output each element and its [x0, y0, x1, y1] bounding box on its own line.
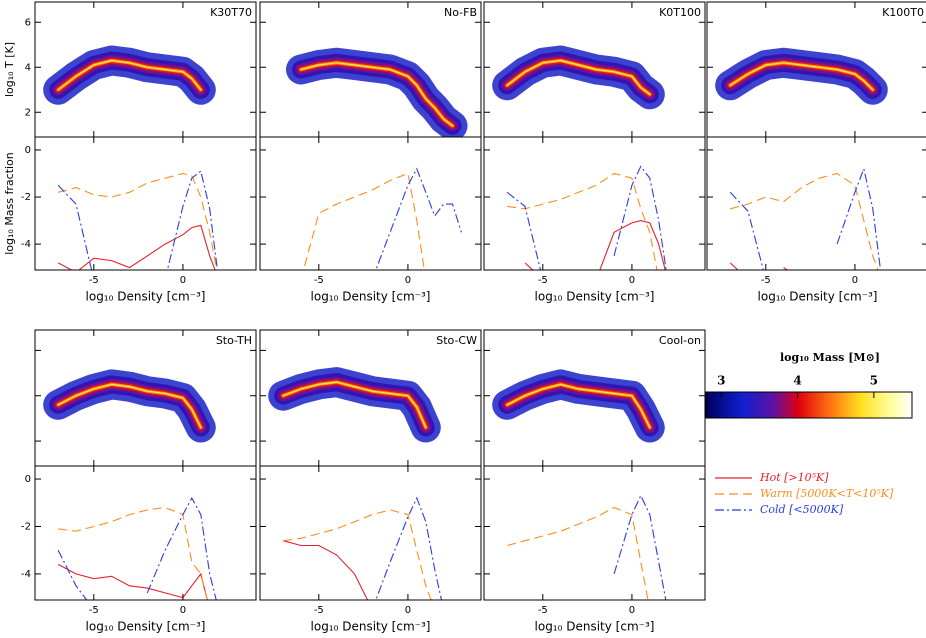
mass-fraction-line	[524, 220, 666, 270]
panel	[57, 170, 218, 270]
legend-label: Hot [>10⁵K]	[759, 471, 829, 484]
panel	[43, 369, 216, 443]
mass-fraction-line	[57, 563, 208, 600]
x-tick-label: -5	[538, 605, 548, 616]
panel	[715, 47, 888, 105]
panel	[268, 367, 441, 443]
phase-density	[57, 383, 202, 429]
x-axis-label: log₁₀ Density [cm⁻³]	[86, 620, 206, 634]
panel	[57, 496, 217, 600]
panel-label: K30T70	[210, 6, 252, 19]
y-tick-label: 6	[25, 17, 31, 28]
panel-label: Cool-on	[659, 334, 701, 347]
y-tick-label: -4	[21, 569, 31, 580]
x-tick-label: 0	[405, 275, 411, 286]
mass-fraction-line	[302, 172, 425, 270]
x-tick-label: -5	[314, 605, 324, 616]
panel-frame	[483, 465, 706, 601]
x-axis-label: log₁₀ Density [cm⁻³]	[758, 290, 878, 304]
mass-fraction-line	[283, 509, 432, 600]
panel	[507, 494, 667, 600]
y-tick-label: 2	[25, 107, 31, 118]
panel-frame	[259, 465, 482, 601]
x-tick-label: 0	[629, 605, 635, 616]
x-axis-label: log₁₀ Density [cm⁻³]	[86, 290, 206, 304]
panel	[302, 167, 462, 270]
phase-density	[300, 62, 454, 127]
x-axis-label: log₁₀ Density [cm⁻³]	[535, 290, 655, 304]
mass-fraction-line	[507, 506, 649, 600]
phase-density	[729, 62, 874, 91]
x-tick-label: 0	[405, 605, 411, 616]
panel-label: No-FB	[444, 6, 477, 19]
x-tick-label: 0	[180, 275, 186, 286]
mass-fraction-line	[283, 540, 369, 600]
panel-label: K0T100	[659, 6, 701, 19]
panel	[492, 369, 665, 443]
panel	[43, 45, 216, 105]
x-tick-label: -5	[314, 275, 324, 286]
mass-fraction-line	[506, 165, 667, 270]
y-axis-label: log₁₀ Mass fraction	[3, 152, 16, 255]
x-tick-label: -5	[761, 275, 771, 286]
x-tick-label: 0	[629, 275, 635, 286]
phase-density	[506, 383, 651, 429]
mass-fraction-line	[375, 496, 443, 600]
panel-label: Sto-CW	[436, 334, 477, 347]
panel-frame	[483, 136, 706, 271]
y-tick-label: -4	[21, 239, 31, 250]
panel-label: K100T0	[882, 6, 924, 19]
y-tick-label: 4	[25, 62, 31, 73]
colorbar-tick-label: 4	[793, 374, 801, 388]
y-tick-label: 0	[25, 474, 31, 485]
mass-fraction-line	[57, 496, 217, 600]
x-tick-label: -5	[538, 275, 548, 286]
mass-fraction-line	[729, 166, 882, 270]
x-tick-label: 0	[852, 275, 858, 286]
panel	[506, 165, 667, 270]
y-axis-label: log₁₀ T [K]	[3, 42, 16, 97]
panel-frame	[34, 465, 257, 601]
mass-fraction-line	[57, 224, 216, 270]
phase-density	[506, 59, 651, 95]
y-tick-label: -2	[21, 192, 31, 203]
x-tick-label: -5	[89, 275, 99, 286]
panel	[286, 47, 468, 137]
legend-label: Cold [<5000K]	[760, 503, 844, 516]
mass-fraction-line	[57, 170, 218, 270]
phase-density	[57, 59, 202, 91]
panel	[283, 496, 443, 600]
mass-fraction-line	[507, 172, 658, 270]
colorbar-tick-label: 3	[717, 374, 725, 388]
panel	[492, 45, 665, 110]
panel-label: Sto-TH	[216, 334, 252, 347]
colorbar-label: log₁₀ Mass [M⊙]	[780, 351, 880, 364]
x-axis-label: log₁₀ Density [cm⁻³]	[535, 620, 655, 634]
colorbar	[705, 391, 913, 419]
legend-label: Warm [5000K<T<10⁵K]	[760, 487, 894, 500]
panel-frame	[259, 136, 482, 271]
panel-frame	[34, 136, 257, 271]
x-axis-label: log₁₀ Density [cm⁻³]	[311, 290, 431, 304]
y-tick-label: 0	[25, 145, 31, 156]
x-tick-label: 0	[180, 605, 186, 616]
panel-frame	[706, 136, 926, 271]
mass-fraction-line	[58, 172, 218, 270]
phase-density	[282, 381, 427, 429]
colorbar-tick-label: 5	[870, 374, 878, 388]
y-tick-label: -2	[21, 521, 31, 532]
x-tick-label: -5	[89, 605, 99, 616]
mass-fraction-line	[730, 172, 879, 270]
x-axis-label: log₁₀ Density [cm⁻³]	[311, 620, 431, 634]
mass-fraction-line	[375, 167, 462, 270]
mass-fraction-line	[613, 494, 667, 600]
mass-fraction-line	[58, 506, 208, 600]
